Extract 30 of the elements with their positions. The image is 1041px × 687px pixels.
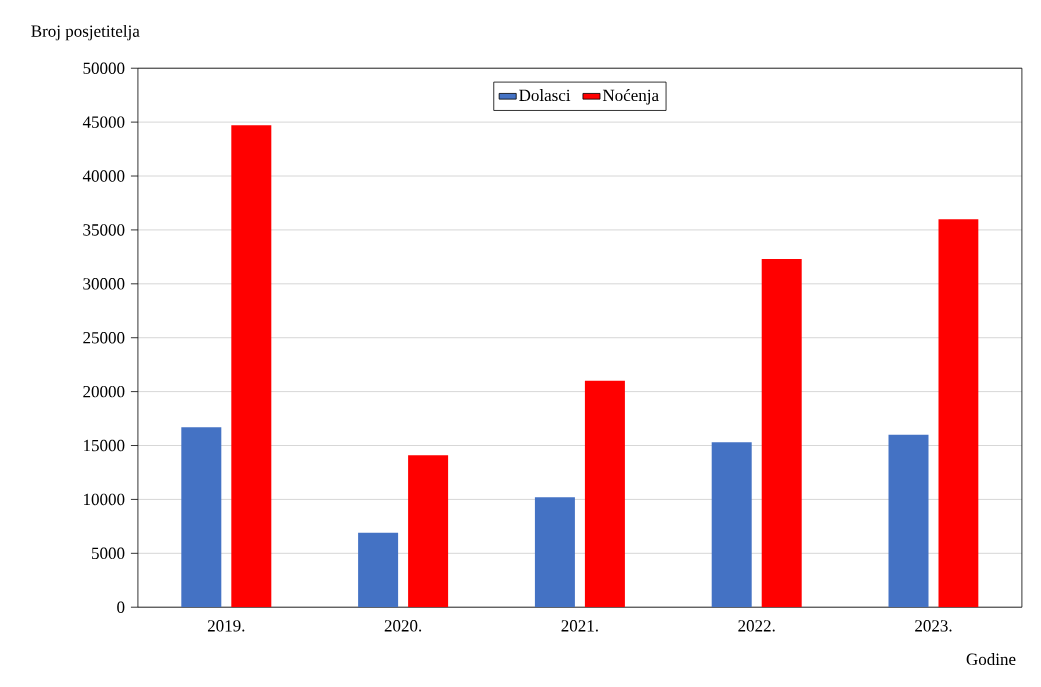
y-tick-label: 45000 [82,116,125,128]
y-tick-label: 15000 [84,439,125,452]
y-tick-label: 40000 [82,170,125,182]
bar [888,434,929,608]
y-tick-label: 0 [117,601,125,613]
bar [938,219,979,608]
bar [584,380,625,608]
bar [358,532,399,608]
y-tick-label: 20000 [83,385,125,398]
x-axis-title: Godine [966,653,1016,666]
bar [534,497,575,608]
y-axis-title: Broj posjetitelja [31,24,140,41]
bar [408,455,449,608]
y-tick-label: 10000 [84,493,125,506]
y-tick-label: 5000 [92,547,125,560]
x-tick-label: 2022. [738,620,775,632]
y-tick-label: 35000 [83,224,125,236]
x-tick-label: 2023. [915,620,952,632]
bar [761,259,802,608]
y-tick-label: 50000 [83,62,125,74]
y-tick-label: 25000 [83,331,125,344]
bar [711,442,752,608]
y-tick-label: 30000 [83,278,125,290]
bar [181,427,222,608]
legend-label: Dolasci [519,89,571,102]
bar [231,125,272,608]
legend-label: Noćenja [602,89,659,105]
x-tick-label: 2020. [384,620,422,632]
x-tick-label: 2019. [207,620,245,632]
x-tick-label: 2021. [561,620,598,632]
